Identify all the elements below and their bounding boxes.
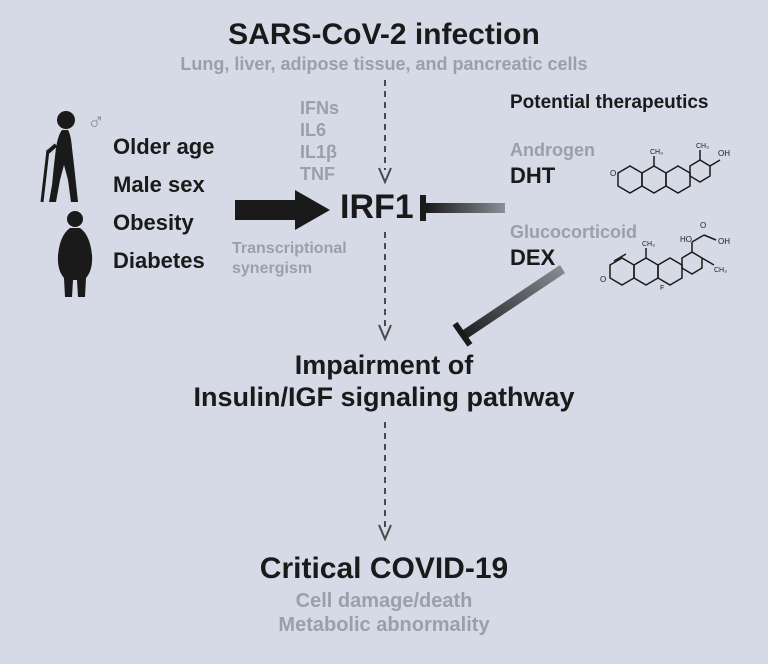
title-main: SARS-CoV-2 infection [0,18,768,52]
synergism-label: synergism [232,260,312,278]
therapeutics-header: Potential therapeutics [510,92,709,114]
svg-text:OH: OH [718,237,730,246]
elderly-person-icon [38,110,93,205]
arrow-risk-to-irf1 [235,190,330,230]
cytokine-il1b: IL1β [300,142,337,163]
svg-text:OH: OH [718,149,730,158]
svg-text:CH₃: CH₃ [642,241,655,248]
svg-text:O: O [610,169,616,178]
arrow-impairment-to-outcome [375,422,395,542]
risk-diabetes: Diabetes [113,248,205,274]
obese-person-icon [50,210,100,300]
risk-older-age: Older age [113,134,214,160]
cytokine-ifns: IFNs [300,98,339,119]
svg-text:F: F [660,285,664,292]
transcriptional-label: Transcriptional [232,240,347,258]
cytokine-il6: IL6 [300,120,326,141]
dht-molecule-icon: O OH CH₃ CH₃ [610,128,740,203]
outcome-sub1: Cell damage/death [0,590,768,613]
outcome-sub2: Metabolic abnormality [0,614,768,637]
arrow-infection-to-irf1 [375,80,395,185]
inhibit-arrow-to-irf1 [420,195,505,221]
androgen-label: Androgen [510,140,595,161]
arrow-irf1-to-impairment [375,232,395,342]
irf1-node: IRF1 [340,188,414,227]
inhibit-arrow-to-impairment [440,260,570,350]
svg-text:HO: HO [680,235,692,244]
svg-text:CH₃: CH₃ [714,267,727,274]
dex-molecule-icon: O OH O HO CH₃ CH₃ F [600,210,745,300]
svg-text:O: O [700,221,706,230]
svg-text:CH₃: CH₃ [696,143,709,150]
risk-obesity: Obesity [113,210,194,236]
impairment-line2: Insulin/IGF signaling pathway [0,382,768,413]
risk-male-sex: Male sex [113,172,205,198]
svg-text:CH₃: CH₃ [650,149,663,156]
male-symbol-icon: ♂ [87,108,105,136]
dht-label: DHT [510,163,555,189]
svg-text:O: O [600,275,606,284]
title-sub: Lung, liver, adipose tissue, and pancrea… [0,54,768,75]
outcome-main: Critical COVID-19 [0,552,768,586]
cytokine-tnf: TNF [300,164,335,185]
impairment-line1: Impairment of [0,350,768,381]
